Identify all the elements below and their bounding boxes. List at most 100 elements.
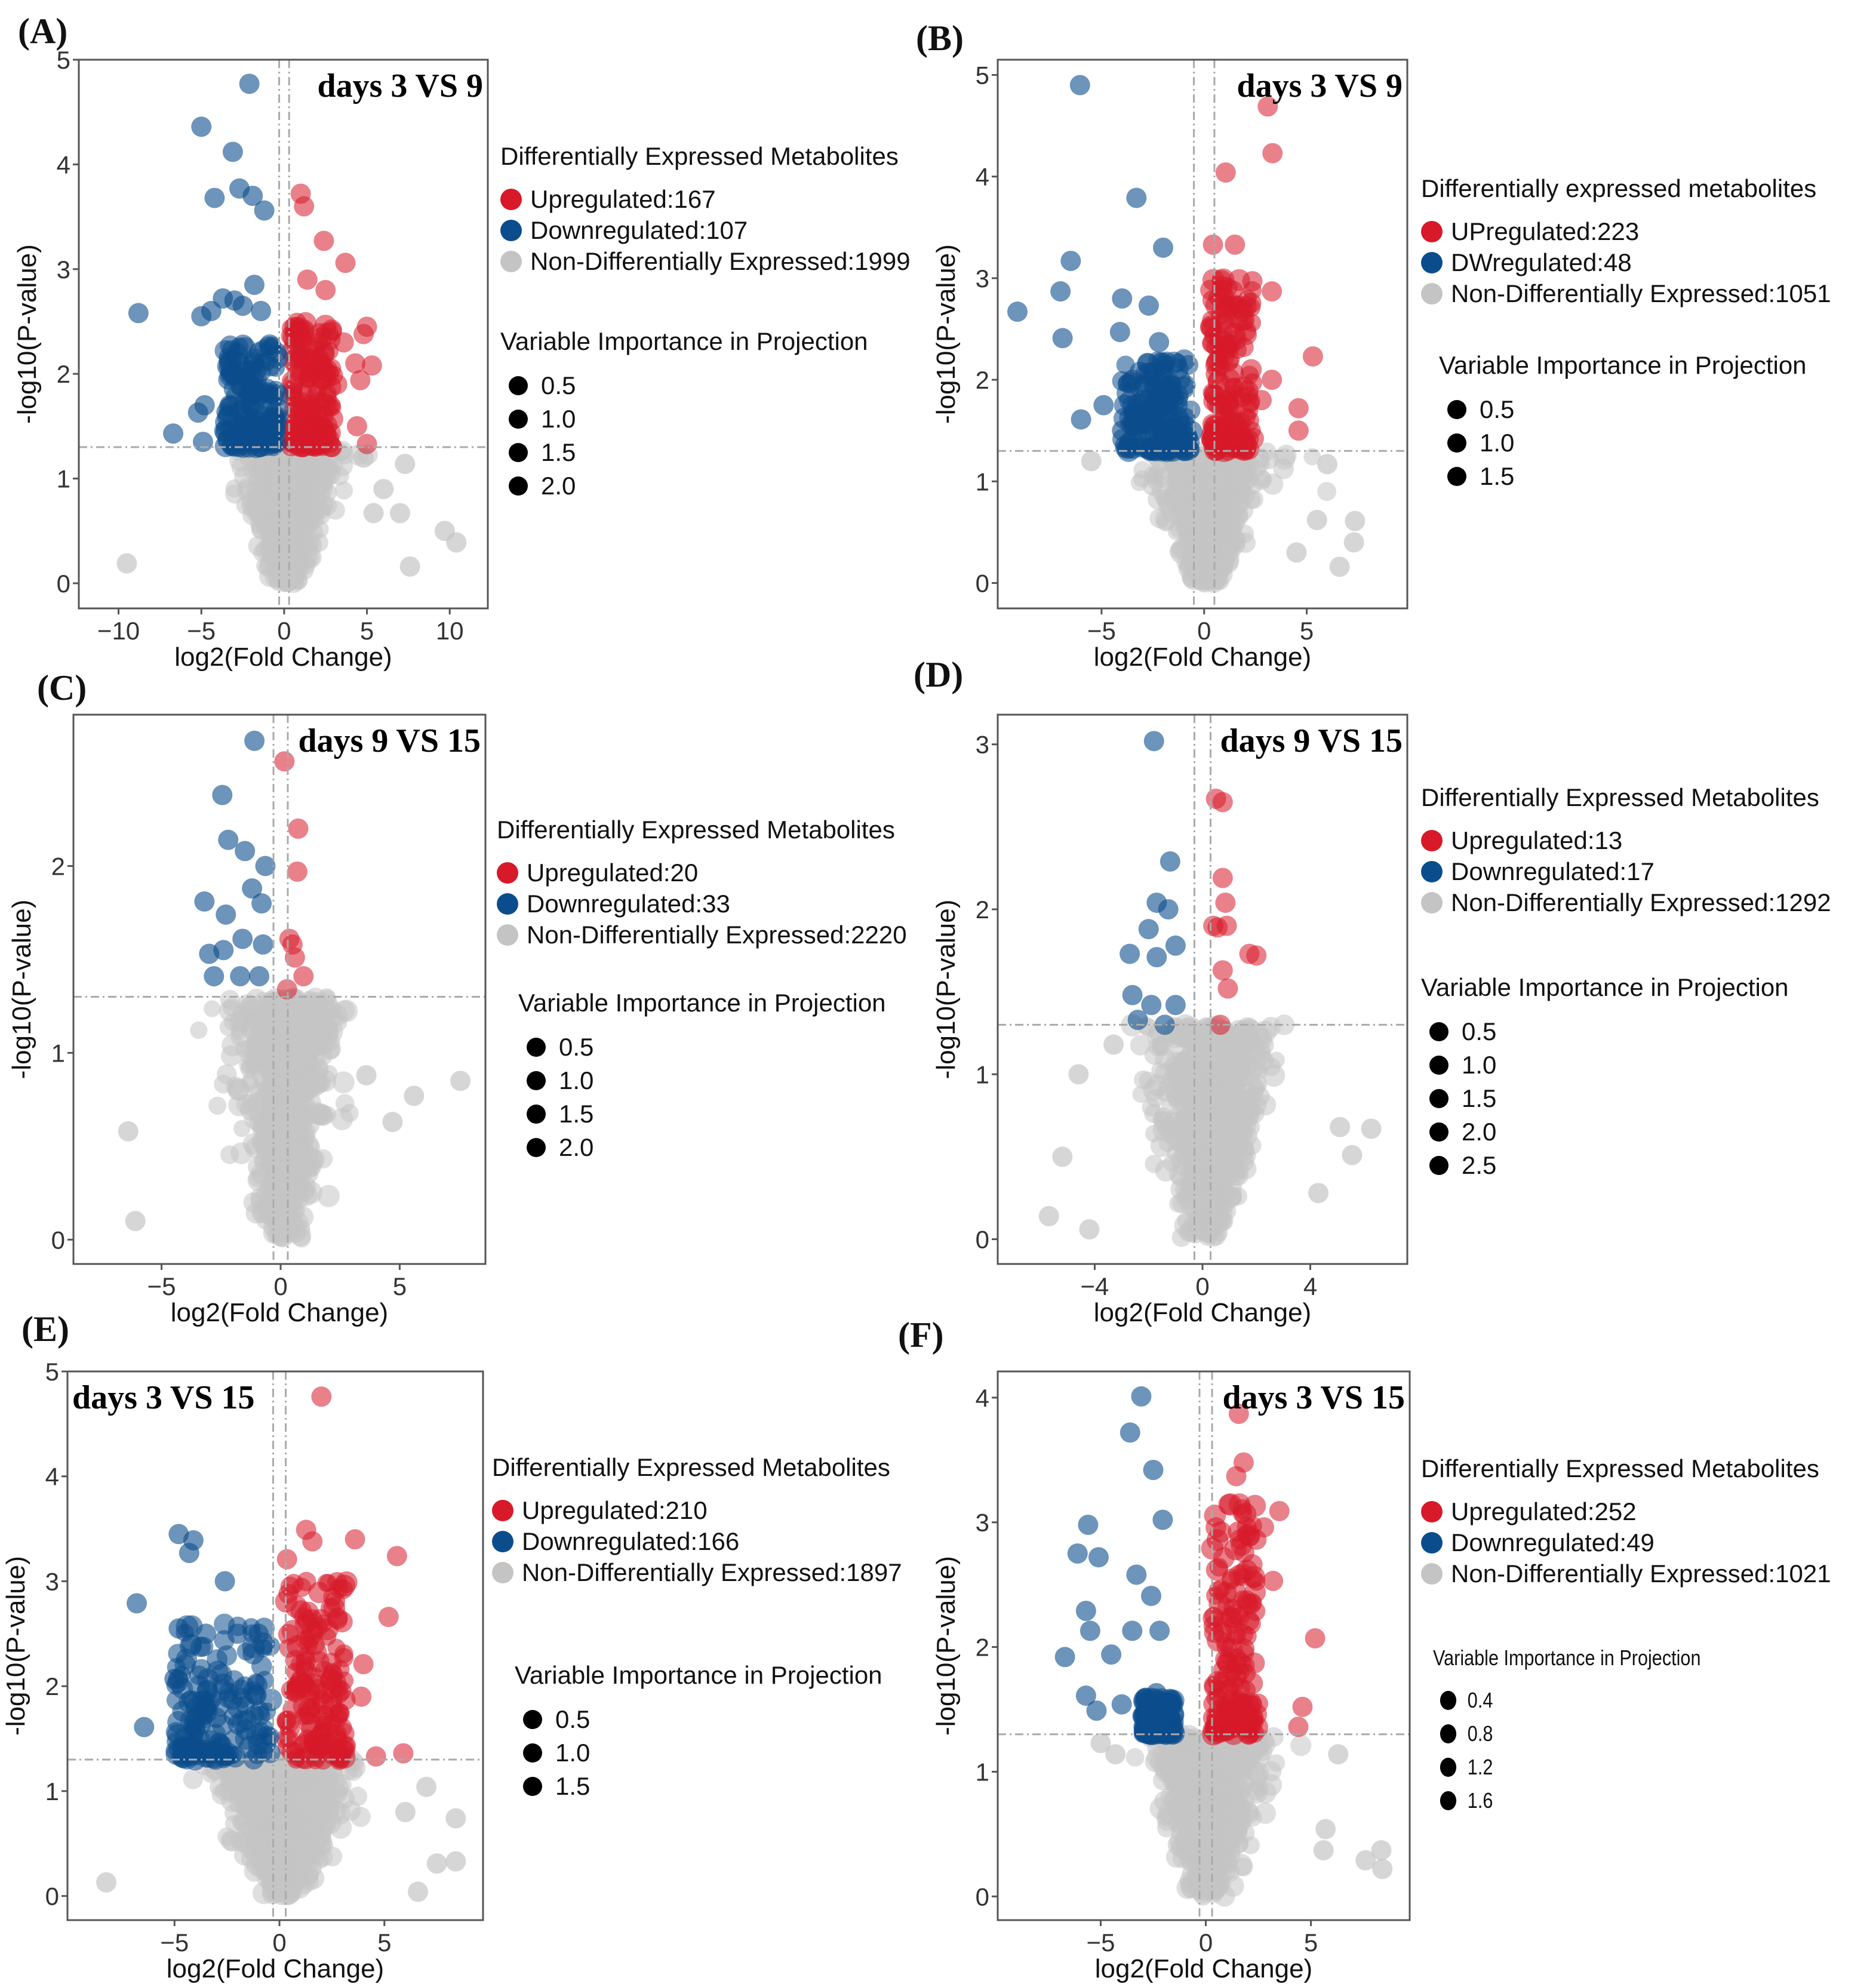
vip-legend-title: Variable Importance in Projection [518,989,886,1017]
down-point [1112,288,1133,309]
y-tick-label: 3 [45,1567,59,1595]
ns-point [208,1096,227,1115]
points [116,73,467,593]
down-point [164,1668,185,1689]
ns-point [1345,510,1366,531]
up-point [294,196,315,217]
ns-point [284,1857,303,1877]
up-point [293,966,314,987]
up-point [314,315,337,337]
ns-point [263,1219,281,1237]
up-point [290,349,312,372]
ns-point [1306,509,1327,530]
up-point [1210,1014,1231,1035]
vip-size-marker [509,410,528,429]
points [1007,75,1366,593]
legend-marker [492,1500,513,1521]
ns-point [222,1770,245,1793]
down-point [1158,899,1179,920]
up-point [356,433,377,454]
up-point [1212,868,1233,888]
ns-point [1176,1031,1194,1049]
ns-point [252,1115,271,1133]
up-point [333,332,354,353]
vip-legend-item: 1.5 [515,1770,882,1803]
legend-title: Differentially Expressed Metabolites [500,142,899,170]
vip-legend: Variable Importance in Projection 0.5 1.0 1… [515,1661,882,1803]
down-point [1120,943,1140,964]
ns-point [214,1075,233,1094]
ns-point [399,556,420,577]
y-axis-label: -log10(P-value) [7,900,36,1079]
ns-point [445,1808,466,1829]
legend-label: Non-Differentially Expressed:1051 [1451,279,1831,307]
legend-label: Downregulated:107 [530,216,748,244]
up-point [331,1680,352,1702]
down-point [1128,430,1149,451]
up-point [346,416,367,436]
legend-item-up: Upregulated:210 [492,1495,902,1526]
vip-legend-item: 0.5 [1421,1015,1789,1048]
legend-item-ns: Non-Differentially Expressed:1897 [492,1557,902,1588]
ns-point [1145,1155,1164,1173]
down-point [199,1730,222,1753]
ns-point [298,1811,320,1834]
ns-point [204,1000,221,1017]
down-point [244,730,265,751]
ns-point [1342,1145,1363,1165]
up-point [1243,313,1262,332]
ns-point [282,1875,303,1897]
y-tick-label: 2 [51,852,65,880]
down-point [163,423,184,444]
down-point [213,940,234,961]
up-point [1205,788,1226,809]
up-point [1262,281,1283,302]
vip-legend-title: Variable Importance in Projection [1421,973,1789,1001]
up-point [1288,398,1309,419]
down-point [248,1623,269,1644]
ns-point [1286,542,1307,563]
down-point [191,116,212,137]
up-point [350,370,371,390]
panel-label: (B) [916,19,964,58]
vip-size-marker [1429,1122,1448,1142]
y-tick-label: 2 [57,360,70,388]
points [1054,1386,1393,1907]
up-point [310,348,329,367]
ns-point [356,1065,377,1085]
ns-point [1208,1191,1226,1210]
down-point [196,1623,216,1644]
down-point [218,1688,238,1708]
ns-point [1317,454,1337,475]
vip-legend-item: 1.0 [500,402,868,436]
down-point [218,829,239,850]
ns-point [1211,573,1229,590]
down-point [244,275,265,296]
vip-legend-item: 1.0 [1421,1048,1789,1082]
vip-legend-title: Variable Importance in Projection [515,1661,882,1689]
ns-point [118,1121,139,1142]
up-point [1203,915,1224,936]
ns-point [1189,1074,1207,1093]
down-point [214,1571,235,1592]
legend-item-ns: Non-Differentially Expressed:1999 [500,246,911,277]
legend-label: Non-Differentially Expressed:1897 [522,1558,902,1586]
x-tick-label: 0 [273,1272,287,1300]
ns-point [230,1142,253,1164]
vip-size-marker [509,376,528,395]
legend-marker [500,189,522,210]
legend-item-ns: Non-Differentially Expressed:1292 [1421,887,1831,918]
legend-label: DWregulated:48 [1451,248,1632,276]
vip-size-marker [509,476,528,496]
down-point [220,395,242,417]
ns-point [308,483,327,502]
up-point [1251,390,1272,411]
ns-point [250,1034,270,1053]
x-axis-label: log2(Fold Change) [171,1298,388,1327]
legend-item-down: Downregulated:17 [1421,856,1831,887]
vip-size-marker [1429,1056,1448,1075]
ns-point [1195,496,1218,519]
x-axis-label: log2(Fold Change) [1094,642,1311,672]
